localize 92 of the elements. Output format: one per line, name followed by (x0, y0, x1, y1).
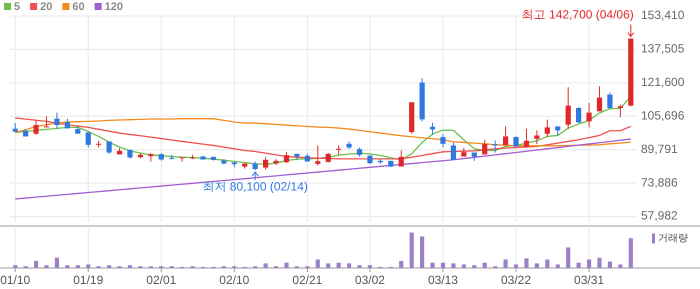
bar (336, 262, 341, 268)
x-tick-label: 02/01 (146, 273, 177, 287)
candlestick (586, 102, 592, 128)
candlestick (284, 151, 290, 164)
bar (54, 258, 60, 268)
bar (472, 265, 476, 268)
bar (586, 259, 592, 268)
candlestick (596, 86, 602, 112)
bar (65, 265, 70, 268)
bar (399, 260, 404, 268)
candlestick (398, 150, 404, 168)
bar (482, 262, 487, 268)
bar (86, 264, 90, 268)
candlestick (54, 112, 60, 130)
bar (326, 263, 330, 268)
x-tick-label: 02/10 (219, 273, 250, 287)
candlestick (576, 106, 582, 124)
bar (420, 236, 424, 268)
candlestick (44, 116, 50, 128)
y-tick-label: 105,696 (641, 108, 685, 122)
y-tick-label: 73,886 (641, 175, 678, 190)
candlestick (502, 126, 508, 146)
candlestick (64, 118, 70, 129)
y-tick-label: 153,410 (641, 8, 685, 22)
bar (346, 263, 352, 268)
bar (316, 259, 320, 268)
candlestick (440, 134, 446, 148)
bar (34, 260, 38, 268)
x-tick-label: 01/10 (0, 273, 31, 287)
candlestick (534, 130, 540, 145)
x-tick-label: 03/22 (501, 273, 532, 287)
candlestick (450, 142, 456, 160)
bar (503, 259, 508, 268)
x-tick-label: 03/13 (428, 273, 458, 287)
bar (597, 258, 602, 268)
bar (128, 265, 132, 268)
x-tick-label: 02/21 (292, 273, 323, 287)
bar (462, 264, 466, 268)
x-tick-label: 03/31 (574, 273, 604, 287)
line-series (14, 138, 632, 200)
bar (608, 262, 612, 268)
y-tick-label: 89,791 (641, 142, 678, 156)
annotation: 최저 80,100 (02/14) (202, 179, 308, 194)
candlestick (482, 139, 488, 155)
candlestick (430, 122, 436, 136)
x-tick-label: 01/19 (73, 273, 104, 287)
bar (430, 262, 435, 268)
bar (368, 265, 372, 268)
candlestick (106, 140, 112, 154)
bar (545, 259, 550, 268)
bar (357, 265, 362, 268)
candlestick (356, 146, 362, 158)
candlestick (492, 140, 498, 153)
y-tick-label: 57,982 (641, 208, 678, 223)
bar (410, 232, 414, 268)
candlestick (618, 104, 623, 118)
legend-label: 거래량 (658, 233, 688, 244)
bar (451, 263, 456, 268)
candlestick (33, 120, 39, 136)
bar (566, 247, 570, 268)
bar (556, 264, 560, 268)
bar (13, 265, 18, 268)
candlestick (263, 156, 268, 170)
candlestick (86, 132, 91, 148)
bar (440, 262, 446, 268)
bar (514, 264, 518, 268)
legend-label: 120 (104, 0, 123, 13)
candlestick (544, 119, 550, 138)
bar (44, 265, 49, 268)
bar (264, 263, 268, 268)
legend-label: 60 (72, 0, 85, 13)
legend-label: 5 (14, 0, 20, 13)
bar (576, 262, 581, 268)
candlestick (513, 136, 519, 148)
annotation: 최고 142,700 (04/06) (522, 8, 634, 22)
candlestick (315, 144, 320, 166)
candlestick (524, 128, 530, 148)
candlestick (607, 92, 613, 110)
candlestick (326, 152, 331, 164)
legend-label: 20 (40, 0, 52, 13)
bar (534, 263, 539, 268)
bar (628, 238, 633, 268)
bar (107, 265, 112, 268)
candlestick (566, 86, 571, 130)
bar (618, 264, 622, 268)
bar (524, 258, 529, 268)
y-tick-label: 121,600 (641, 75, 685, 90)
x-tick-label: 03/02 (354, 273, 386, 287)
bar (284, 262, 289, 268)
candlestick (336, 144, 342, 156)
bar (76, 265, 80, 268)
y-tick-label: 137,505 (641, 42, 685, 56)
